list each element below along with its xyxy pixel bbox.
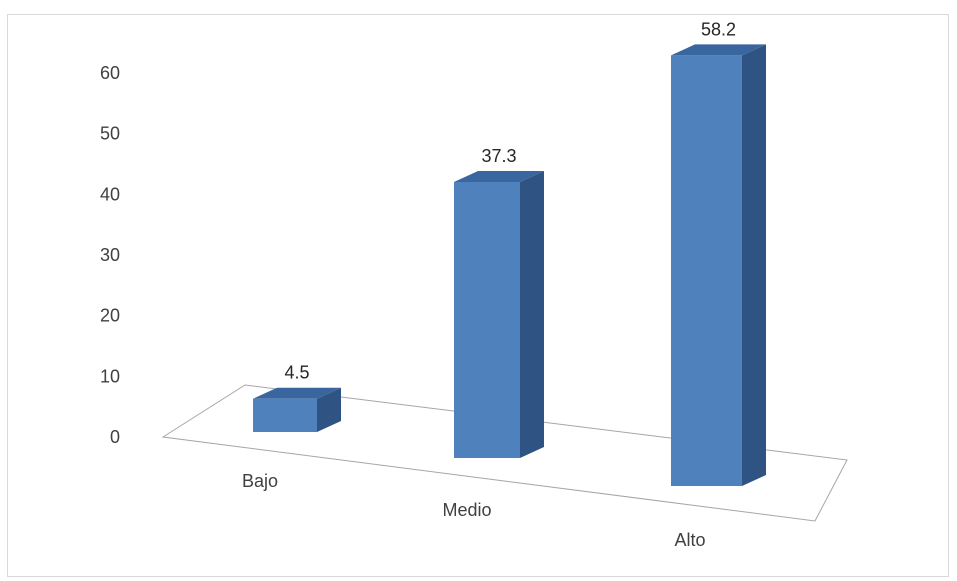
data-label: 37.3 <box>481 146 516 166</box>
y-tick-label: 10 <box>100 366 120 386</box>
bar-alto <box>671 44 766 486</box>
bar-front-face <box>671 55 742 486</box>
bar-front-face <box>454 181 520 459</box>
y-axis-ticks: 0 10 20 30 40 50 60 <box>100 63 120 447</box>
bar-top-face <box>454 170 544 182</box>
bar-side-face <box>520 170 544 459</box>
bar-bajo <box>253 387 341 432</box>
category-label: Medio <box>442 500 491 520</box>
y-tick-label: 60 <box>100 63 120 83</box>
bars <box>253 44 766 486</box>
y-tick-label: 40 <box>100 184 120 204</box>
data-label: 58.2 <box>701 19 736 39</box>
data-labels: 4.5 37.3 58.2 <box>284 19 736 382</box>
category-label: Alto <box>674 530 705 550</box>
y-tick-label: 30 <box>100 245 120 265</box>
bar-side-face <box>317 387 341 432</box>
bar-top-face <box>671 44 766 56</box>
bar-top-face <box>253 387 341 399</box>
category-label: Bajo <box>242 471 278 491</box>
chart-floor <box>161 384 848 522</box>
y-tick-label: 50 <box>100 124 120 144</box>
bar-side-face <box>742 44 766 486</box>
category-labels: Bajo Medio Alto <box>242 471 706 550</box>
bar-front-face <box>253 398 317 432</box>
y-tick-label: 20 <box>100 306 120 326</box>
data-label: 4.5 <box>284 363 309 383</box>
bar-medio <box>454 170 544 459</box>
y-tick-label: 0 <box>110 427 120 447</box>
